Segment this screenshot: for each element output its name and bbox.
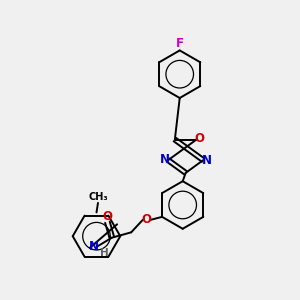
Text: F: F <box>176 38 184 50</box>
Text: N: N <box>202 154 212 167</box>
Text: O: O <box>142 213 152 226</box>
Text: H: H <box>100 248 109 257</box>
Text: N: N <box>88 240 98 253</box>
Text: N: N <box>160 153 170 166</box>
Text: O: O <box>102 210 112 224</box>
Text: O: O <box>194 132 204 145</box>
Text: CH₃: CH₃ <box>88 192 108 202</box>
